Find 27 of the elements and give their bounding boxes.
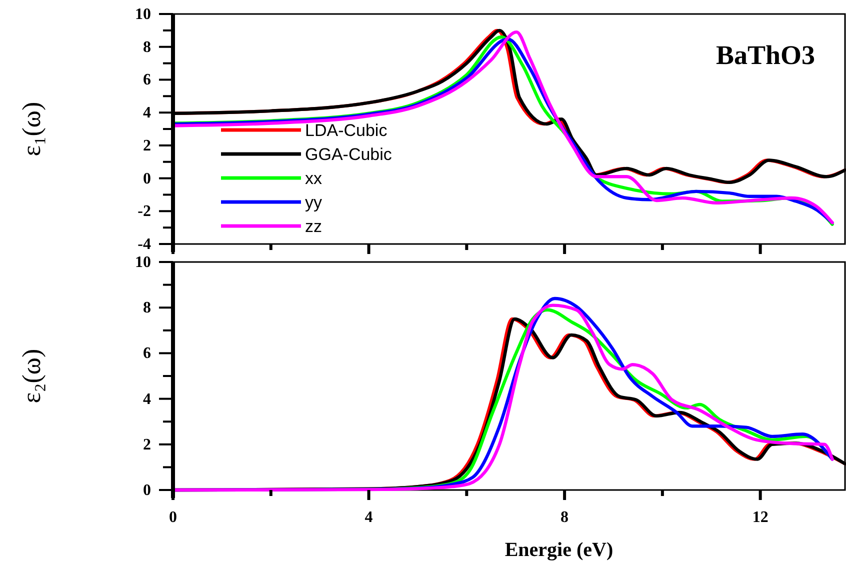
y-tick-label: -2 (138, 203, 151, 220)
y-tick-label: 4 (143, 390, 151, 408)
x-tick-label: 8 (560, 509, 569, 526)
x-tick-label: 4 (364, 509, 373, 526)
legend-label: xx (305, 169, 322, 188)
y-tick-label: 0 (143, 170, 151, 188)
legend-label: GGA-Cubic (305, 145, 392, 164)
legend-label: yy (305, 193, 322, 212)
y-tick-label: 6 (143, 345, 151, 362)
x-axis-title: Energie (eV) (504, 539, 614, 561)
y-tick-label: 6 (143, 72, 151, 89)
x-tick-label: 12 (752, 509, 768, 526)
annotation: BaThO3 (716, 40, 815, 70)
y-tick-label: -4 (138, 236, 151, 253)
y-tick-label: 0 (143, 482, 151, 499)
legend-label: LDA-Cubic (305, 121, 388, 140)
y-tick-label: 10 (135, 6, 151, 23)
y-tick-label: 4 (143, 104, 151, 122)
y-tick-label: 2 (143, 436, 151, 454)
y-tick-label: 10 (135, 254, 151, 271)
y-axis-title: ε₁(ω) (17, 102, 46, 156)
y-tick-label: 8 (143, 300, 151, 317)
y-axis-title: ε₂(ω) (17, 348, 46, 404)
y-tick-label: 8 (143, 38, 151, 56)
x-tick-label: 0 (169, 509, 177, 526)
legend-label: zz (305, 217, 322, 236)
y-tick-label: 2 (143, 137, 151, 154)
